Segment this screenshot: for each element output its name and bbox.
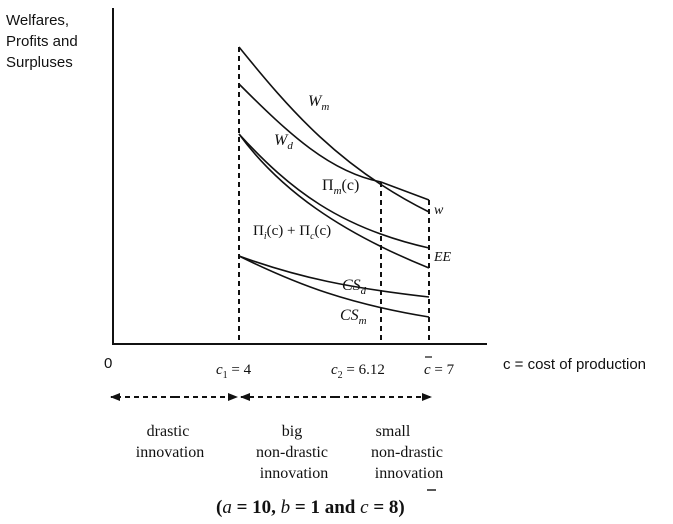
label-w: w xyxy=(434,203,444,218)
region-small-nondrastic: small non-drastic innovation xyxy=(371,423,447,482)
region-big-nondrastic: big non-drastic innovation xyxy=(256,423,332,482)
origin-label: 0 xyxy=(104,355,112,372)
curve-csm xyxy=(238,255,430,318)
label-wm: Wm xyxy=(308,93,329,113)
parameters-caption: (a = 10, b = 1 and c = 8) xyxy=(216,497,405,518)
region-drastic: drastic innovation xyxy=(136,423,204,461)
c1-label: c1 = 4 xyxy=(216,362,252,381)
cbar-label: c = 7 xyxy=(424,362,455,378)
curve-pim xyxy=(238,133,430,249)
label-csd: CSd xyxy=(342,277,367,297)
label-wd: Wd xyxy=(274,132,293,152)
label-pi-sum: Πi(c) + Πc(c) xyxy=(253,223,331,242)
label-pim: Πm(c) xyxy=(322,177,359,197)
y-axis-title: Welfares, Profits and Surpluses xyxy=(6,12,82,71)
curve-wd xyxy=(238,83,430,201)
x-axis-title: c = cost of production xyxy=(503,356,646,373)
curve-wm xyxy=(238,46,430,213)
label-csm: CSm xyxy=(340,307,367,327)
label-ee: EE xyxy=(433,250,452,265)
curve-csd xyxy=(238,255,430,298)
c2-label: c2 = 6.12 xyxy=(331,362,385,381)
curve-pi-sum xyxy=(238,133,430,269)
